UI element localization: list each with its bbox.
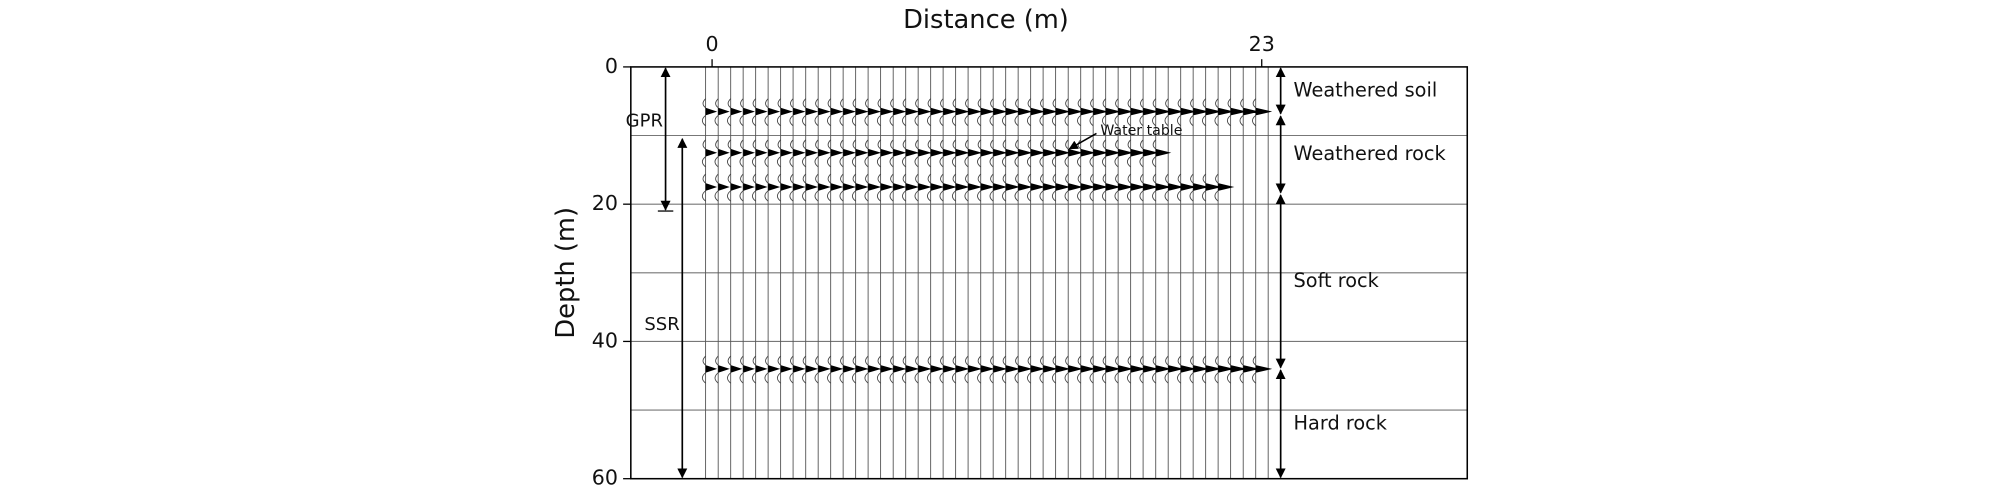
reflector — [705, 148, 1172, 157]
method-label: SSR — [644, 314, 679, 335]
seismic-traces — [705, 66, 1269, 479]
reflector-wiggle — [701, 173, 1219, 202]
y-tick-label: 20 — [592, 191, 618, 215]
layer-label: Weathered soil — [1294, 78, 1438, 101]
method-label: GPR — [626, 111, 663, 132]
x-tick-label: 23 — [1249, 32, 1275, 56]
annotation-text: Water table — [1100, 123, 1182, 139]
layer-label: Soft rock — [1294, 269, 1380, 292]
y-axis-label: Depth (m) — [551, 207, 581, 339]
reflector-wiggle — [701, 355, 1257, 384]
reflector-wiggle — [701, 139, 1157, 168]
plot-frame — [630, 66, 1469, 480]
reflector-wiggle — [701, 98, 1257, 127]
reflector — [705, 183, 1235, 191]
y-tick-label: 60 — [592, 466, 618, 490]
layer-label: Hard rock — [1294, 411, 1388, 434]
layer-label: Weathered rock — [1294, 142, 1447, 165]
reflector — [705, 365, 1273, 373]
y-tick-label: 40 — [592, 328, 618, 352]
y-tick-label: 0 — [605, 54, 618, 78]
x-axis-label: Distance (m) — [903, 5, 1069, 35]
annotation-arrow — [1068, 132, 1097, 150]
reflector — [705, 107, 1273, 116]
x-tick-label: 0 — [706, 32, 719, 56]
